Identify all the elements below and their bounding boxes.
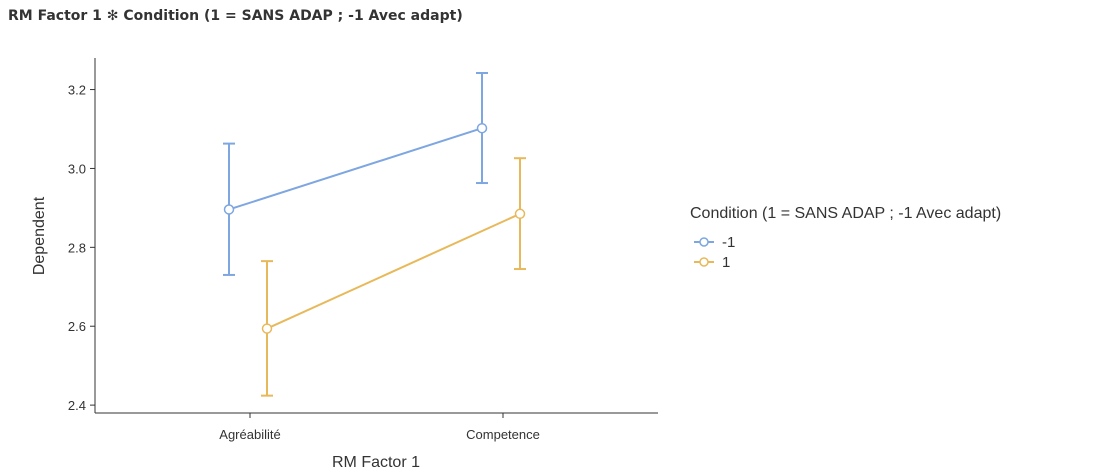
data-point — [223, 204, 235, 215]
y-tick-label: 3.2 — [68, 83, 86, 98]
legend-item: -1 — [694, 234, 735, 251]
series-group — [261, 157, 526, 397]
data-point — [514, 208, 526, 220]
chart-title: RM Factor 1 ✻ Condition (1 = SANS ADAP ;… — [8, 8, 463, 24]
x-axis-label: RM Factor 1 — [332, 454, 420, 471]
chart-title-factor: RM Factor 1 — [8, 8, 102, 24]
x-tick-label: Agréabilité — [219, 427, 280, 442]
y-tick-label: 3.0 — [68, 161, 86, 176]
x-tick-label: Competence — [466, 427, 540, 442]
series-group — [223, 71, 488, 276]
y-tick-label: 2.8 — [68, 240, 86, 255]
interaction-symbol: ✻ — [106, 8, 119, 24]
data-point — [261, 323, 273, 334]
legend-title: Condition (1 = SANS ADAP ; -1 Avec adapt… — [690, 205, 1001, 222]
data-point — [476, 122, 488, 134]
x-ticks: Agréabilité Competence — [219, 413, 540, 442]
chart-title-condition: Condition (1 = SANS ADAP ; -1 Avec adapt… — [123, 8, 463, 24]
series-line — [228, 127, 483, 211]
y-tick-label: 2.6 — [68, 319, 86, 334]
legend: Condition (1 = SANS ADAP ; -1 Avec adapt… — [690, 205, 1001, 271]
legend-key-point — [699, 257, 709, 267]
y-ticks: 2.4 2.6 2.8 3.0 3.2 — [68, 83, 95, 413]
y-axis-label: Dependent — [31, 196, 48, 275]
legend-key-point — [699, 237, 709, 247]
series-line — [266, 212, 521, 330]
legend-label: -1 — [722, 234, 735, 251]
legend-label: 1 — [722, 254, 730, 271]
plot-series — [223, 71, 526, 397]
axes: 2.4 2.6 2.8 3.0 3.2 Agréabilité Competence RM… — [31, 58, 658, 471]
legend-items: -11 — [694, 234, 735, 271]
legend-item: 1 — [694, 254, 730, 271]
y-tick-label: 2.4 — [68, 398, 86, 413]
